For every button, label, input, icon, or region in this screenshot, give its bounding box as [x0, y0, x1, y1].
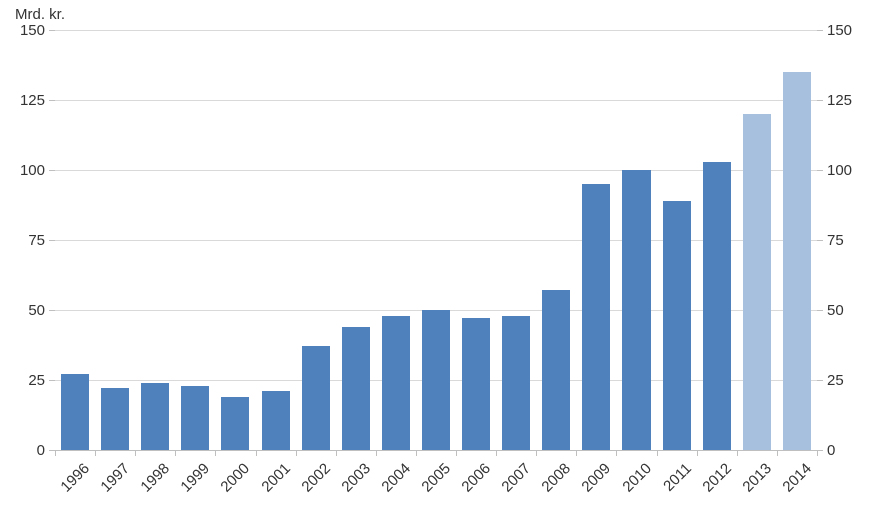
bar: [141, 383, 169, 450]
x-tick-mark: [175, 450, 176, 456]
x-tick-mark: [616, 450, 617, 456]
y-tick-label-left: 75: [5, 232, 45, 249]
x-tick-mark: [697, 450, 698, 456]
bar: [663, 201, 691, 450]
x-tick-mark: [576, 450, 577, 456]
bar: [181, 386, 209, 450]
y-tick-mark-right: [817, 240, 823, 241]
y-tick-label-right: 150: [827, 22, 867, 39]
bar: [462, 318, 490, 450]
y-tick-label-right: 100: [827, 162, 867, 179]
y-tick-mark-right: [817, 100, 823, 101]
bar: [101, 388, 129, 450]
y-tick-label-right: 25: [827, 372, 867, 389]
y-tick-mark-right: [817, 30, 823, 31]
y-tick-mark-left: [49, 170, 55, 171]
x-axis-line: [55, 450, 817, 451]
y-tick-mark-left: [49, 30, 55, 31]
bar: [502, 316, 530, 450]
bar: [703, 162, 731, 450]
y-tick-label-left: 100: [5, 162, 45, 179]
bar: [262, 391, 290, 450]
x-tick-mark: [215, 450, 216, 456]
bar: [542, 290, 570, 450]
bar: [382, 316, 410, 450]
x-tick-mark: [657, 450, 658, 456]
y-tick-mark-left: [49, 240, 55, 241]
grid-line: [55, 100, 817, 101]
y-tick-mark-right: [817, 170, 823, 171]
x-tick-mark: [456, 450, 457, 456]
y-tick-mark-right: [817, 310, 823, 311]
y-tick-label-right: 0: [827, 442, 867, 459]
bar: [302, 346, 330, 450]
y-tick-label-left: 150: [5, 22, 45, 39]
x-tick-mark: [95, 450, 96, 456]
bar: [743, 114, 771, 450]
bar: [783, 72, 811, 450]
y-tick-mark-left: [49, 310, 55, 311]
y-tick-mark-left: [49, 380, 55, 381]
bar: [61, 374, 89, 450]
grid-line: [55, 30, 817, 31]
bar: [622, 170, 650, 450]
y-tick-label-right: 75: [827, 232, 867, 249]
x-tick-mark: [777, 450, 778, 456]
y-tick-label-right: 125: [827, 92, 867, 109]
x-tick-mark: [376, 450, 377, 456]
bar: [422, 310, 450, 450]
y-tick-label-left: 50: [5, 302, 45, 319]
y-tick-label-left: 125: [5, 92, 45, 109]
x-tick-mark: [135, 450, 136, 456]
x-tick-mark: [416, 450, 417, 456]
chart-root: Mrd. kr. 0 0 25 25 50 50 75 75 100 100 125 125 150 15…: [0, 0, 872, 514]
x-tick-mark: [256, 450, 257, 456]
x-tick-mark: [296, 450, 297, 456]
y-tick-label-left: 25: [5, 372, 45, 389]
y-axis-title: Mrd. kr.: [15, 6, 65, 23]
x-tick-mark: [737, 450, 738, 456]
bar: [582, 184, 610, 450]
y-tick-label-left: 0: [5, 442, 45, 459]
bar: [342, 327, 370, 450]
x-tick-mark: [496, 450, 497, 456]
x-tick-mark: [336, 450, 337, 456]
y-tick-mark-right: [817, 380, 823, 381]
y-tick-label-right: 50: [827, 302, 867, 319]
y-tick-mark-left: [49, 100, 55, 101]
x-tick-mark: [817, 450, 818, 456]
bar: [221, 397, 249, 450]
x-tick-mark: [536, 450, 537, 456]
x-tick-mark: [55, 450, 56, 456]
